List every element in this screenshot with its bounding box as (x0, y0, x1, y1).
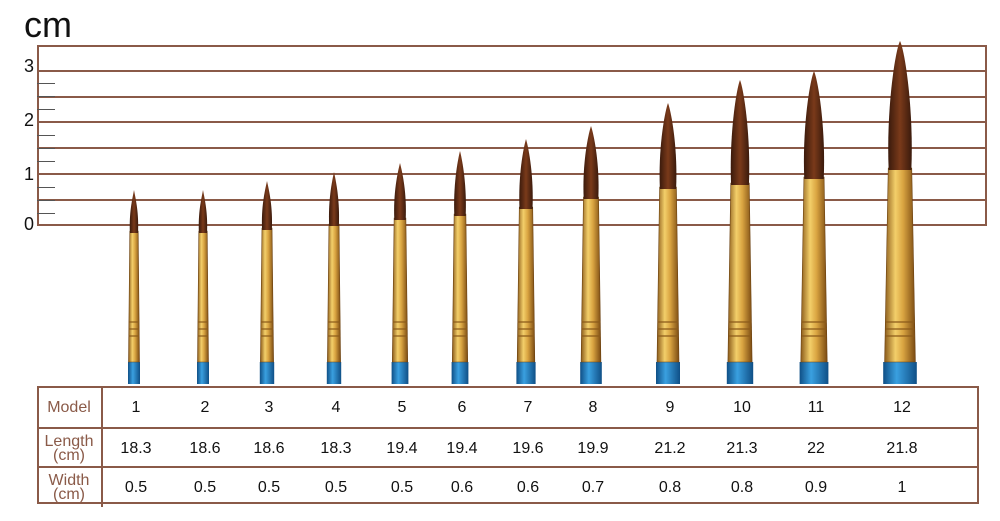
brush-10 (726, 80, 754, 384)
ruler-tick-label: 2 (24, 110, 35, 130)
model-cell: 12 (893, 398, 911, 416)
length-cell: 18.3 (320, 439, 352, 457)
brush-bristles (328, 172, 340, 226)
model-cell: 7 (523, 398, 533, 416)
length-cell: 19.4 (446, 439, 478, 457)
width-row-label: Width (cm) (48, 471, 90, 503)
width-cell: 0.5 (390, 478, 414, 496)
brush-11 (799, 71, 829, 384)
brush-1 (128, 190, 140, 384)
model-cell: 10 (733, 398, 751, 416)
width-cell: 0.6 (516, 478, 540, 496)
width-cell: 0.9 (804, 478, 828, 496)
brush-bristles (888, 41, 912, 170)
length-cell: 18.6 (189, 439, 221, 457)
model-cell: 4 (331, 398, 341, 416)
brush-ferrule (516, 206, 536, 363)
length-cell: 18.3 (120, 439, 152, 457)
brush-handle (516, 362, 536, 384)
brush-ferrule (197, 230, 209, 363)
length-cell: 22 (807, 439, 825, 457)
width-cell: 0.5 (324, 478, 348, 496)
width-cell: 0.5 (124, 478, 148, 496)
brush-9 (656, 103, 680, 384)
model-cell: 11 (807, 398, 825, 416)
brush-bristles (454, 151, 466, 216)
model-cell: 9 (665, 398, 675, 416)
width-cell: 0.8 (658, 478, 682, 496)
model-cell: 1 (131, 398, 141, 416)
brush-7 (516, 139, 536, 384)
length-cell: 19.6 (512, 439, 544, 457)
length-cell: 21.2 (654, 439, 686, 457)
length-row: Length (cm) 18.3 18.6 18.6 18.3 19.4 19.4 19.6… (39, 427, 977, 468)
model-cell: 5 (397, 398, 407, 416)
brush-handle (128, 362, 140, 384)
brush-ferrule (884, 167, 916, 363)
brush-bristles (519, 139, 533, 209)
model-row-label: Model (47, 398, 91, 416)
brush-handle (197, 362, 209, 384)
model-cell: 8 (588, 398, 598, 416)
brush-bristles (583, 126, 599, 199)
width-cell: 0.5 (193, 478, 217, 496)
ruler-tick-label: 0 (24, 214, 35, 234)
brush-3 (259, 181, 275, 384)
brush-ferrule (128, 230, 140, 363)
brush-bristles (803, 71, 825, 179)
length-cell: 19.4 (386, 439, 418, 457)
model-cell: 2 (200, 398, 210, 416)
brush-bristles (659, 103, 677, 189)
brush-handle (391, 362, 409, 384)
brush-bristles (730, 80, 750, 185)
width-cell: 0.6 (450, 478, 474, 496)
brush-handle (656, 362, 680, 384)
brush-ferrule (451, 213, 469, 363)
brush-ferrule (727, 182, 753, 363)
width-cell: 1 (897, 478, 907, 496)
model-cell: 6 (457, 398, 467, 416)
brush-handle (326, 362, 342, 384)
ruler-tick-label: 1 (24, 164, 35, 184)
brush-handle (451, 362, 469, 384)
length-cell: 19.9 (577, 439, 609, 457)
brush-handle (580, 362, 602, 384)
brush-bristles (394, 163, 406, 220)
brush-8 (580, 126, 602, 384)
brush-handle (799, 362, 829, 384)
width-cell: 0.7 (581, 478, 605, 496)
width-cell: 0.8 (730, 478, 754, 496)
model-row: Model 1 2 3 4 5 6 7 8 9 10 11 12 (39, 388, 977, 427)
length-row-label: Length (cm) (44, 432, 94, 464)
brush-ferrule (260, 227, 274, 363)
brush-bristles (198, 190, 208, 233)
brush-ferrule (327, 223, 341, 363)
brush-6 (451, 151, 469, 384)
brush-handle (726, 362, 754, 384)
width-cell: 0.5 (257, 478, 281, 496)
brush-5 (391, 163, 409, 384)
brush-ferrule (580, 196, 602, 363)
length-cell: 21.8 (886, 439, 918, 457)
length-cell: 21.3 (726, 439, 758, 457)
brush-2 (197, 190, 209, 384)
spec-table: Model 1 2 3 4 5 6 7 8 9 10 11 12 Length (cm) 18.3 18… (37, 386, 979, 507)
width-row: Width (cm) 0.5 0.5 0.5 0.5 0.5 0.6 0.6 0.7 0.8 0.… (39, 466, 977, 507)
brush-ferrule (391, 217, 409, 363)
brush-bristles (129, 190, 139, 233)
brush-handle (883, 362, 917, 384)
ruler-tick-label: 3 (24, 56, 35, 76)
brush-ferrule (800, 176, 828, 363)
length-cell: 18.6 (253, 439, 285, 457)
brush-12 (883, 41, 917, 384)
model-cell: 3 (264, 398, 274, 416)
brush-bristles (261, 181, 273, 230)
brush-handle (259, 362, 275, 384)
brush-4 (326, 172, 342, 384)
unit-label: cm (24, 4, 72, 45)
